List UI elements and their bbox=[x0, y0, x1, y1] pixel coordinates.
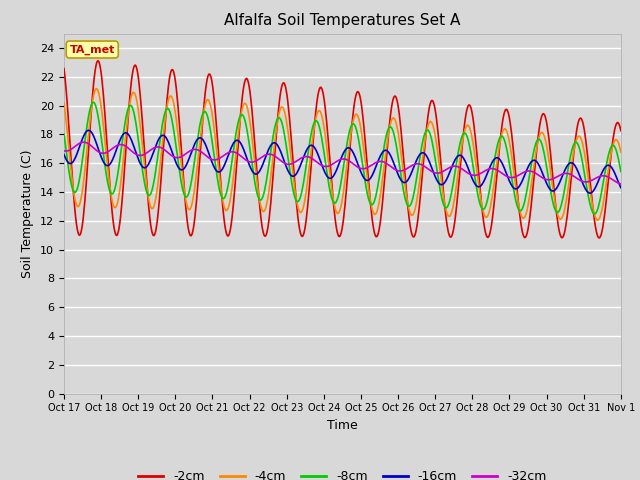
Text: TA_met: TA_met bbox=[70, 44, 115, 55]
Title: Alfalfa Soil Temperatures Set A: Alfalfa Soil Temperatures Set A bbox=[224, 13, 461, 28]
Legend: -2cm, -4cm, -8cm, -16cm, -32cm: -2cm, -4cm, -8cm, -16cm, -32cm bbox=[133, 465, 552, 480]
X-axis label: Time: Time bbox=[327, 419, 358, 432]
Y-axis label: Soil Temperature (C): Soil Temperature (C) bbox=[22, 149, 35, 278]
